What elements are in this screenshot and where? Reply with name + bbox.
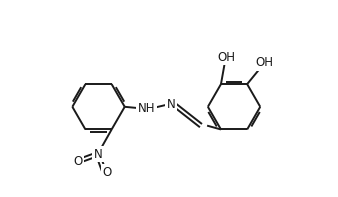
Text: N: N	[93, 148, 102, 161]
Text: O: O	[102, 166, 112, 179]
Text: OH: OH	[256, 56, 274, 69]
Text: OH: OH	[217, 51, 235, 64]
Text: O: O	[73, 155, 82, 168]
Text: NH: NH	[138, 102, 155, 115]
Text: N: N	[167, 98, 175, 111]
